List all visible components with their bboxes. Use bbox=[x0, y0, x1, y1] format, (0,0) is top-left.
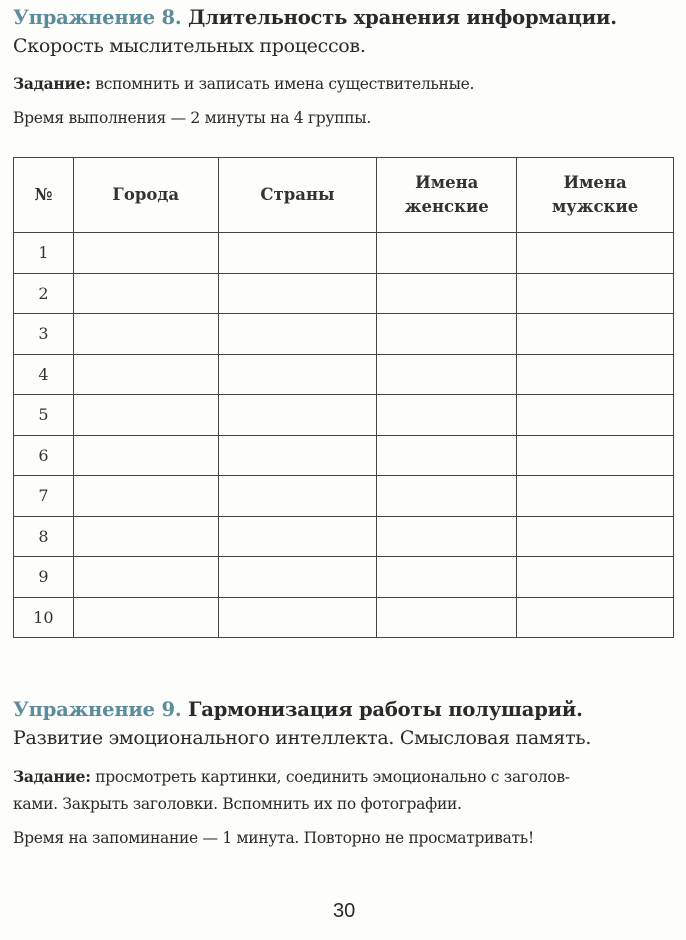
answer-cell[interactable] bbox=[376, 353, 518, 395]
table-row: 7 bbox=[13, 475, 674, 517]
exercise8-subtitle: Скорость мыслительных процессов. bbox=[13, 35, 366, 57]
answer-cell[interactable] bbox=[376, 596, 518, 638]
header-number: № bbox=[13, 157, 74, 233]
answer-cell[interactable] bbox=[516, 394, 674, 436]
table-row: 1 bbox=[13, 232, 674, 274]
answer-cell[interactable] bbox=[516, 556, 674, 598]
answer-cell[interactable] bbox=[217, 556, 378, 598]
answer-cell[interactable] bbox=[72, 272, 219, 314]
answer-cell[interactable] bbox=[217, 272, 378, 314]
answer-cell[interactable] bbox=[376, 515, 518, 557]
exercise9-task-line2: ками. Закрыть заголовки. Вспомнить их по… bbox=[13, 795, 462, 813]
exercise9-title: Гармонизация работы полушарий. bbox=[188, 698, 583, 721]
table-row: 5 bbox=[13, 394, 674, 436]
header-male-names: Имена мужские bbox=[516, 157, 674, 233]
table-header-row: № Города Страны Имена женские Имена мужс… bbox=[13, 157, 674, 233]
exercise9-subtitle: Развитие эмоционального интеллекта. Смыс… bbox=[13, 727, 592, 749]
row-number: 6 bbox=[13, 434, 74, 476]
task-label: Задание: bbox=[13, 74, 91, 93]
exercise9-label: Упражнение 9. bbox=[13, 698, 182, 721]
answer-cell[interactable] bbox=[516, 434, 674, 476]
answer-cell[interactable] bbox=[217, 232, 378, 274]
answer-cell[interactable] bbox=[516, 313, 674, 355]
exercise9-time: Время на запоминание — 1 минута. Повторн… bbox=[13, 829, 534, 847]
row-number: 7 bbox=[13, 475, 74, 517]
exercise8-heading: Упражнение 8. Длительность хранения инфо… bbox=[13, 6, 617, 29]
task-text: просмотреть картинки, соединить эмоциона… bbox=[95, 768, 570, 786]
answer-cell[interactable] bbox=[72, 394, 219, 436]
row-number: 5 bbox=[13, 394, 74, 436]
exercise9-task-line1: Задание: просмотреть картинки, соединить… bbox=[13, 767, 570, 786]
answer-cell[interactable] bbox=[72, 313, 219, 355]
exercise9-heading: Упражнение 9. Гармонизация работы полуша… bbox=[13, 698, 583, 721]
answer-cell[interactable] bbox=[516, 353, 674, 395]
task-text: вспомнить и записать имена существительн… bbox=[95, 75, 475, 93]
table-row: 8 bbox=[13, 515, 674, 557]
answer-cell[interactable] bbox=[376, 394, 518, 436]
answer-cell[interactable] bbox=[516, 232, 674, 274]
answer-cell[interactable] bbox=[217, 313, 378, 355]
answer-cell[interactable] bbox=[72, 353, 219, 395]
answer-cell[interactable] bbox=[376, 556, 518, 598]
table-row: 2 bbox=[13, 272, 674, 314]
answer-cell[interactable] bbox=[376, 232, 518, 274]
table-row: 6 bbox=[13, 434, 674, 476]
row-number: 10 bbox=[13, 596, 74, 638]
row-number: 8 bbox=[13, 515, 74, 557]
answer-cell[interactable] bbox=[72, 475, 219, 517]
answer-cell[interactable] bbox=[376, 272, 518, 314]
answer-cell[interactable] bbox=[72, 596, 219, 638]
answer-cell[interactable] bbox=[72, 556, 219, 598]
answer-cell[interactable] bbox=[72, 232, 219, 274]
answer-cell[interactable] bbox=[217, 394, 378, 436]
table-row: 4 bbox=[13, 353, 674, 395]
table-row: 3 bbox=[13, 313, 674, 355]
answer-cell[interactable] bbox=[217, 434, 378, 476]
answer-table: № Города Страны Имена женские Имена мужс… bbox=[13, 157, 674, 638]
exercise8-label: Упражнение 8. bbox=[13, 6, 182, 29]
row-number: 9 bbox=[13, 556, 74, 598]
table-row: 10 bbox=[13, 596, 674, 638]
answer-cell[interactable] bbox=[217, 353, 378, 395]
answer-cell[interactable] bbox=[72, 434, 219, 476]
answer-cell[interactable] bbox=[376, 313, 518, 355]
row-number: 4 bbox=[13, 353, 74, 395]
answer-cell[interactable] bbox=[217, 475, 378, 517]
task-label: Задание: bbox=[13, 767, 91, 786]
row-number: 3 bbox=[13, 313, 74, 355]
row-number: 2 bbox=[13, 272, 74, 314]
row-number: 1 bbox=[13, 232, 74, 274]
answer-cell[interactable] bbox=[376, 475, 518, 517]
exercise8-task: Задание: вспомнить и записать имена суще… bbox=[13, 74, 474, 93]
header-female-names-text: Имена женские bbox=[404, 173, 489, 216]
answer-cell[interactable] bbox=[376, 434, 518, 476]
answer-cell[interactable] bbox=[217, 596, 378, 638]
header-cities: Города bbox=[72, 157, 219, 233]
page-number: 30 bbox=[333, 900, 356, 922]
exercise8-title: Длительность хранения информации. bbox=[188, 6, 617, 29]
answer-cell[interactable] bbox=[516, 475, 674, 517]
table-row: 9 bbox=[13, 556, 674, 598]
answer-cell[interactable] bbox=[72, 515, 219, 557]
header-countries: Страны bbox=[217, 157, 378, 233]
answer-cell[interactable] bbox=[516, 272, 674, 314]
answer-cell[interactable] bbox=[217, 515, 378, 557]
answer-cell[interactable] bbox=[516, 596, 674, 638]
header-female-names: Имена женские bbox=[376, 157, 518, 233]
answer-cell[interactable] bbox=[516, 515, 674, 557]
header-male-names-text: Имена мужские bbox=[551, 173, 639, 216]
exercise8-time: Время выполнения — 2 минуты на 4 группы. bbox=[13, 109, 371, 127]
